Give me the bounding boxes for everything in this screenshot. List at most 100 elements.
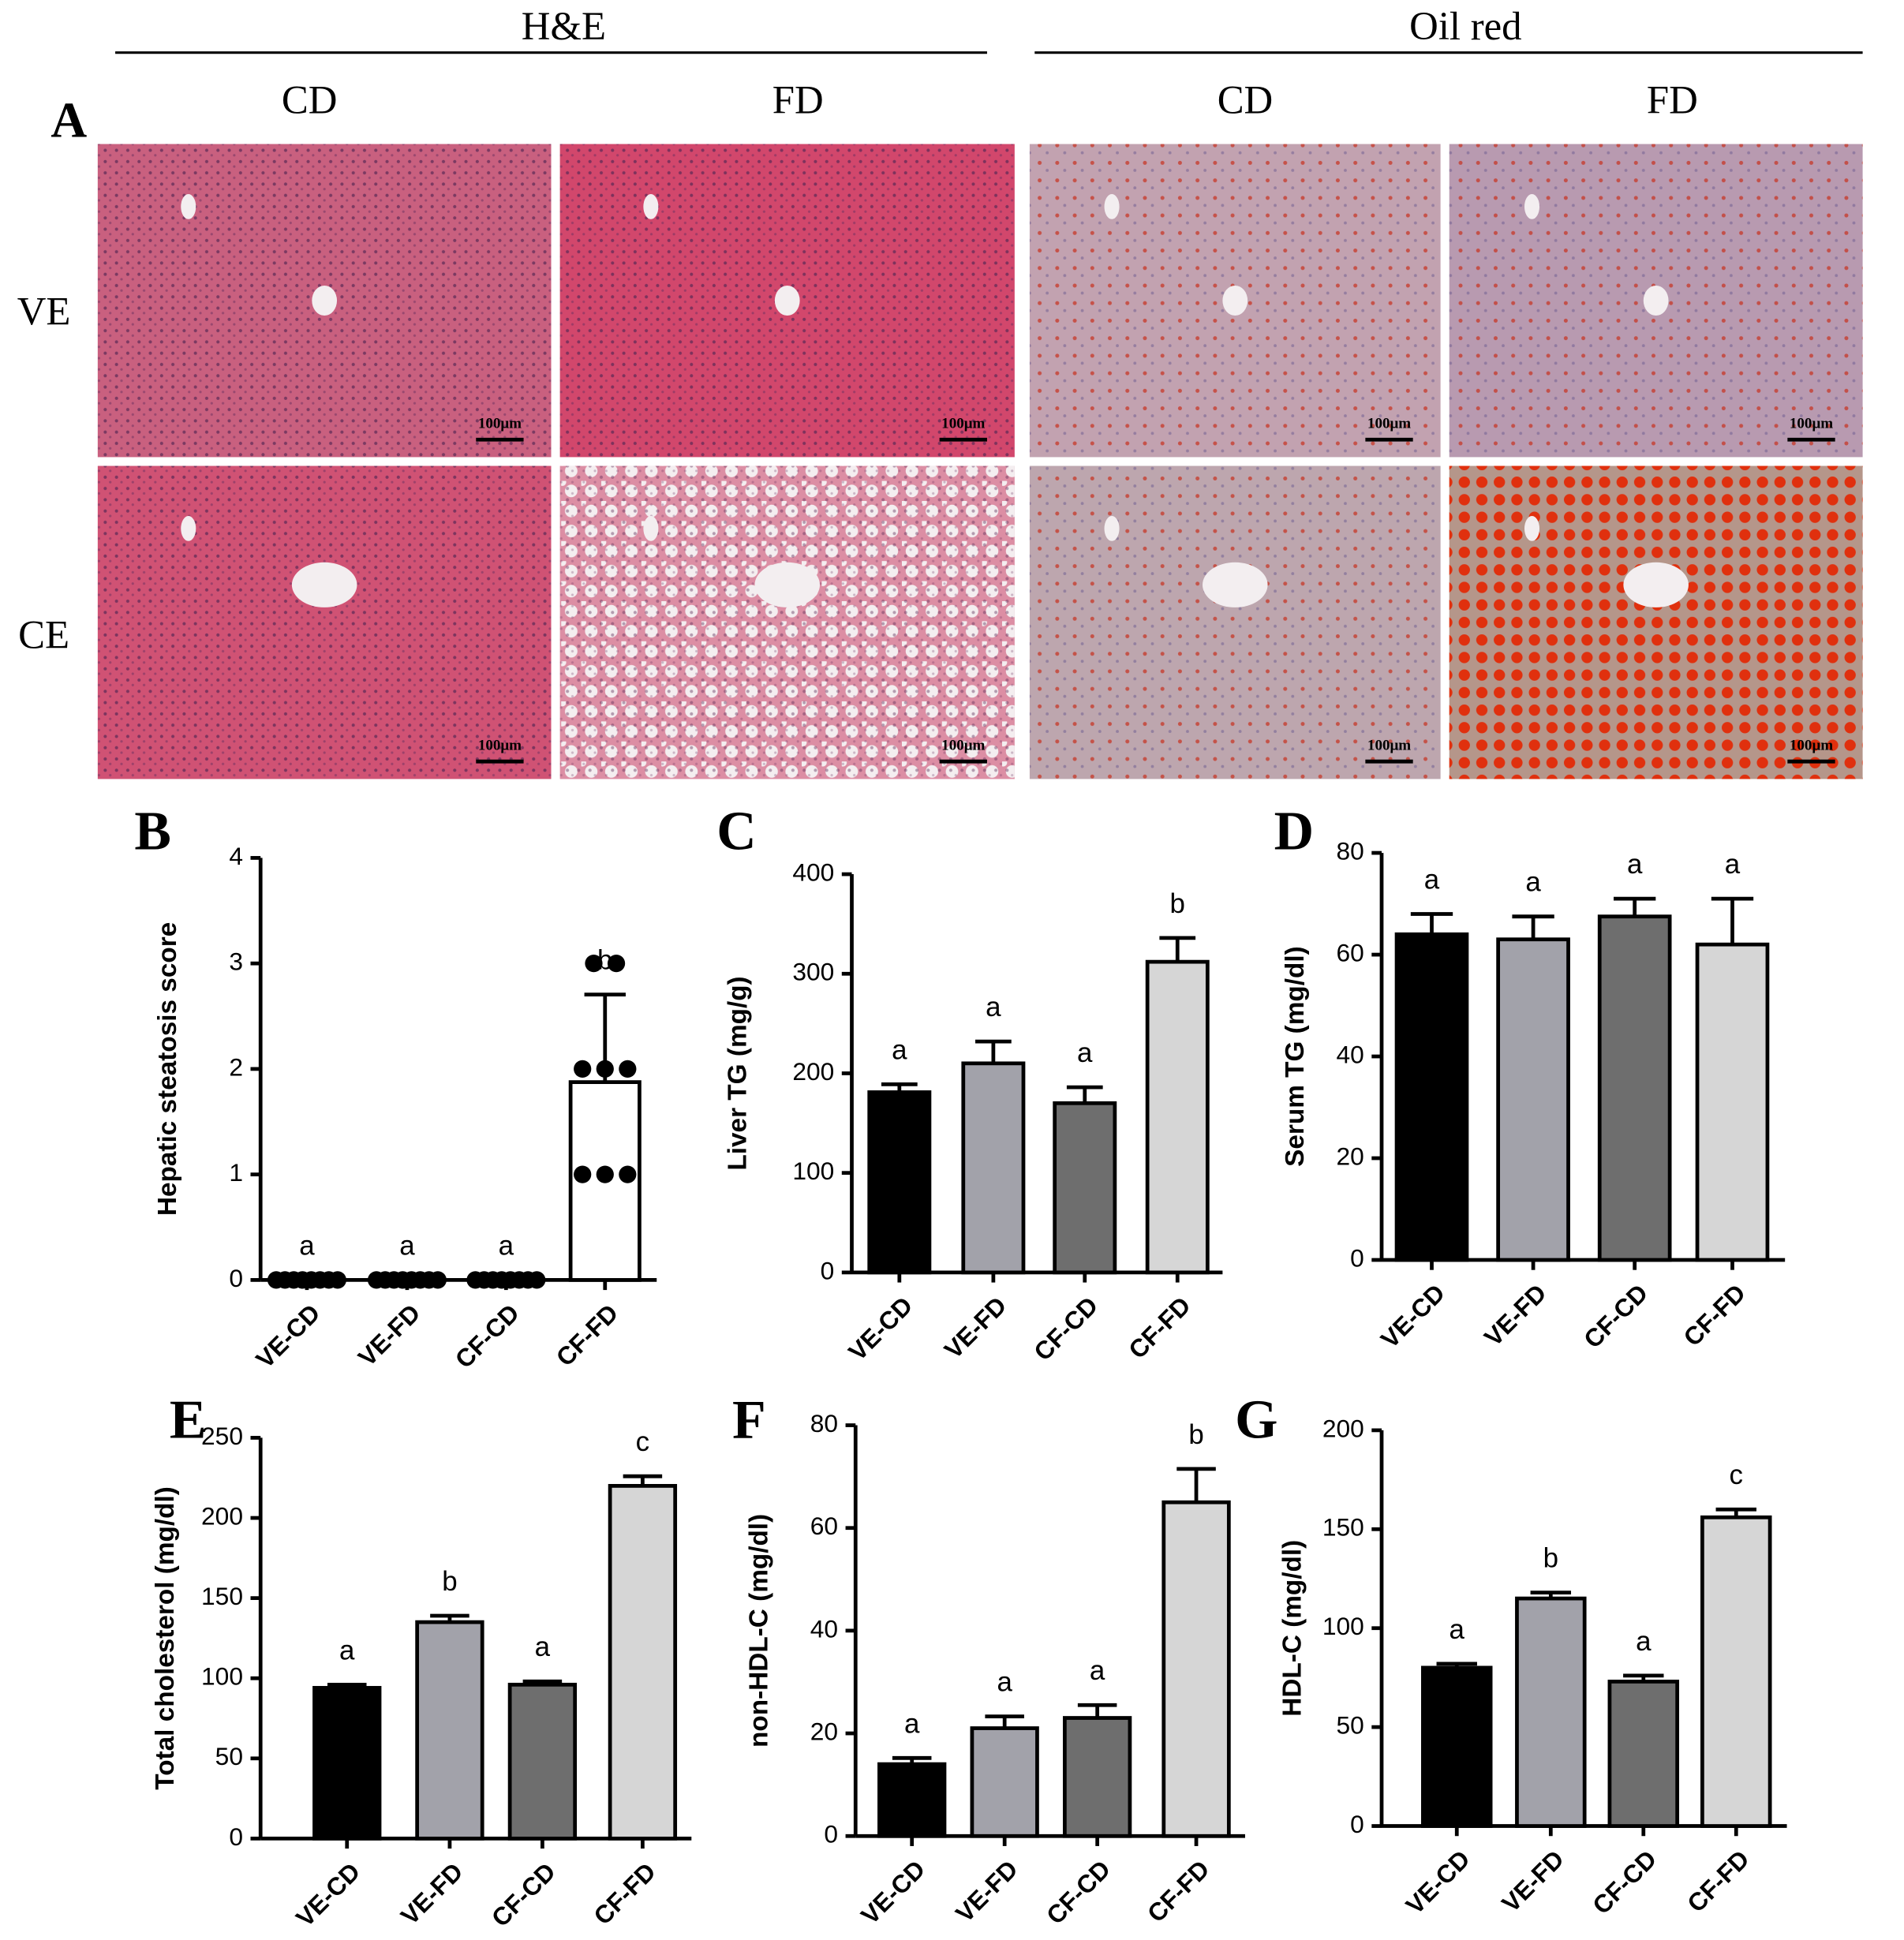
bar xyxy=(961,1061,1026,1275)
x-tick-label: VE-CD xyxy=(843,1291,918,1366)
scale-bar-label: 100μm xyxy=(941,738,985,754)
panel-label: A xyxy=(50,92,87,148)
bar xyxy=(608,1484,678,1841)
y-tick-label: 80 xyxy=(810,1409,838,1437)
significance-letter: a xyxy=(535,1632,551,1662)
x-tick-label: VE-FD xyxy=(939,1291,1012,1364)
x-tick-label: CF-CD xyxy=(486,1857,561,1932)
significance-letter: a xyxy=(1090,1655,1105,1686)
vessel xyxy=(291,562,357,607)
x-tick-label: VE-FD xyxy=(1479,1279,1552,1352)
significance-letter: c xyxy=(1730,1460,1743,1490)
significance-letter: a xyxy=(986,992,1001,1022)
significance-letter: a xyxy=(1424,864,1440,895)
column-label: CD xyxy=(282,77,338,121)
bar xyxy=(1145,959,1210,1275)
scale-bar-label: 100μm xyxy=(941,416,985,432)
row-label: CE xyxy=(18,612,69,656)
x-tick-label: CF-FD xyxy=(551,1299,624,1372)
data-point xyxy=(428,1271,447,1289)
bar xyxy=(1700,1515,1772,1828)
bar xyxy=(1695,942,1770,1262)
significance-letter: c xyxy=(636,1426,649,1457)
micrograph-texture xyxy=(559,465,1015,779)
x-tick-label: CF-CD xyxy=(1041,1855,1116,1930)
significance-letter: a xyxy=(1627,849,1643,880)
bar xyxy=(1597,914,1672,1262)
significance-letter: a xyxy=(399,1230,415,1261)
vessel xyxy=(181,194,196,219)
bar xyxy=(1062,1716,1132,1838)
panel-label: C xyxy=(716,801,756,862)
x-tick-label: VE-CD xyxy=(1375,1279,1450,1354)
vessel xyxy=(643,516,659,541)
significance-letter: a xyxy=(1725,849,1741,880)
significance-letter: a xyxy=(339,1635,355,1665)
bar xyxy=(312,1686,382,1841)
x-tick-label: VE-CD xyxy=(1401,1845,1476,1919)
x-tick-label: CF-FD xyxy=(1142,1855,1215,1928)
row-label: VE xyxy=(17,290,71,334)
bar xyxy=(970,1726,1039,1838)
y-axis-label: Liver TG (mg/g) xyxy=(723,976,752,1170)
data-point xyxy=(574,1060,592,1078)
significance-letter: a xyxy=(1450,1614,1465,1645)
stain-title: Oil red xyxy=(1409,4,1521,48)
y-tick-label: 100 xyxy=(201,1662,243,1691)
y-tick-label: 250 xyxy=(201,1422,243,1450)
stain-title: H&E xyxy=(522,4,606,48)
vessel xyxy=(1202,562,1268,607)
x-tick-label: VE-CD xyxy=(250,1299,325,1374)
y-tick-label: 400 xyxy=(792,858,834,886)
x-tick-label: VE-FD xyxy=(395,1857,469,1931)
data-point xyxy=(619,1165,637,1183)
y-tick-label: 80 xyxy=(1336,836,1363,865)
significance-letter: b xyxy=(1188,1419,1203,1450)
y-tick-label: 50 xyxy=(1336,1711,1363,1740)
y-tick-label: 60 xyxy=(810,1512,838,1540)
vessel xyxy=(312,285,338,316)
x-tick-label: VE-FD xyxy=(353,1299,426,1372)
y-tick-label: 50 xyxy=(215,1742,243,1770)
y-tick-label: 0 xyxy=(229,1822,243,1851)
data-point xyxy=(607,955,626,973)
vessel xyxy=(1524,516,1540,541)
y-tick-label: 200 xyxy=(792,1057,834,1086)
y-tick-label: 150 xyxy=(201,1582,243,1610)
bar-chart: B Hepatic steatosis score 0 1 2 3 4 VE-CD a VE-FD… xyxy=(134,801,657,1374)
y-axis-label: non-HDL-C (mg/dl) xyxy=(744,1514,773,1747)
y-tick-label: 40 xyxy=(1336,1040,1363,1068)
bar xyxy=(1515,1596,1587,1828)
bar xyxy=(1421,1665,1493,1828)
panel-label: D xyxy=(1274,801,1314,862)
panel-label: E xyxy=(170,1390,207,1451)
y-tick-label: 40 xyxy=(810,1614,838,1643)
significance-letter: b xyxy=(442,1566,457,1597)
bar-chart: C Liver TG (mg/g) 0 100 200 300 400 VE-CD a VE-FD… xyxy=(716,801,1223,1366)
y-tick-label: 100 xyxy=(792,1157,834,1185)
micrograph-texture xyxy=(1449,465,1863,779)
y-tick-label: 150 xyxy=(1322,1513,1364,1542)
y-tick-label: 0 xyxy=(824,1820,838,1848)
column-label: FD xyxy=(772,77,824,121)
x-tick-label: CF-FD xyxy=(1678,1279,1751,1352)
y-axis-label: Total cholesterol (mg/dl) xyxy=(151,1486,180,1790)
vessel xyxy=(1524,194,1540,219)
y-tick-label: 20 xyxy=(1336,1142,1363,1170)
vessel xyxy=(643,194,659,219)
x-tick-label: VE-CD xyxy=(855,1855,930,1930)
vessel xyxy=(1104,516,1120,541)
y-tick-label: 1 xyxy=(229,1158,243,1187)
column-label: FD xyxy=(1647,77,1698,121)
bar xyxy=(1394,932,1469,1262)
vessel xyxy=(754,562,821,607)
bar-chart: E Total cholesterol (mg/dl) 0 50 100 150 200 25… xyxy=(151,1390,692,1932)
y-tick-label: 2 xyxy=(229,1052,243,1081)
significance-letter: a xyxy=(1636,1626,1652,1657)
column-label: CD xyxy=(1218,77,1274,121)
panel-label: F xyxy=(732,1390,766,1451)
y-tick-label: 200 xyxy=(201,1501,243,1530)
